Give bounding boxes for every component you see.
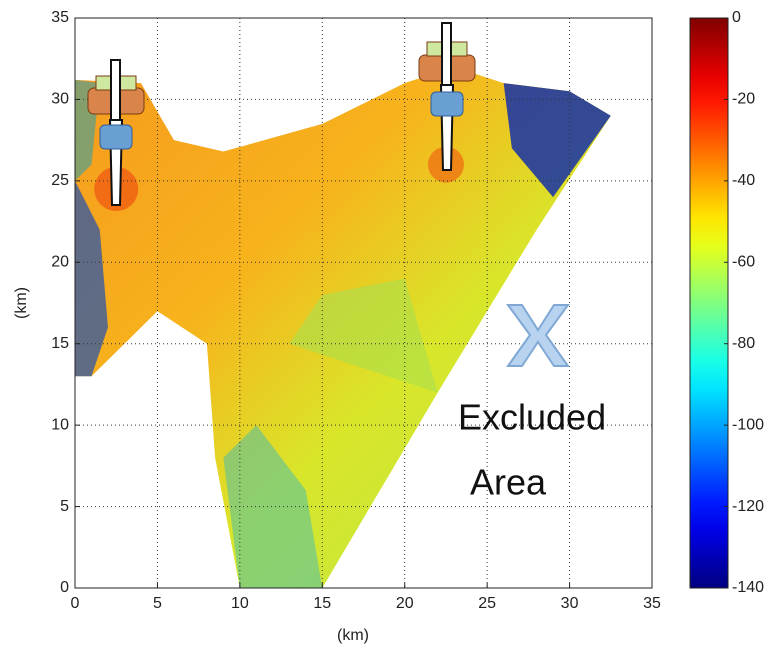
y-tick-label: 30 bbox=[51, 91, 69, 108]
chart: Excluded Area (km) (km) 0 5 10 15 20 25 30 35 0 5… bbox=[0, 0, 779, 654]
colorbar-tick-label: -100 bbox=[732, 416, 764, 433]
x-tick-label: 0 bbox=[71, 595, 80, 612]
x-tick-label: 30 bbox=[561, 595, 579, 612]
colorbar-tick-label: -60 bbox=[732, 254, 755, 271]
y-tick-label: 25 bbox=[51, 172, 69, 189]
colorbar-tick-label: -20 bbox=[732, 91, 755, 108]
colorbar-tick-label: -40 bbox=[732, 172, 755, 189]
annotation: Area bbox=[470, 462, 547, 503]
colorbar-tick-label: 0 bbox=[732, 9, 741, 26]
y-axis-label: (km) bbox=[13, 287, 30, 319]
colorbar-tick-label: -140 bbox=[732, 579, 764, 596]
x-tick-label: 20 bbox=[396, 595, 414, 612]
y-tick-label: 35 bbox=[51, 9, 69, 26]
annotation: Excluded bbox=[458, 397, 606, 438]
y-tick-label: 20 bbox=[51, 254, 69, 271]
excluded-marker bbox=[508, 305, 568, 366]
x-tick-label: 15 bbox=[313, 595, 331, 612]
x-tick-label: 5 bbox=[153, 595, 162, 612]
x-tick-label: 10 bbox=[231, 595, 249, 612]
coverage-map bbox=[75, 18, 652, 588]
y-tick-label: 10 bbox=[51, 416, 69, 433]
x-tick-label: 35 bbox=[643, 595, 661, 612]
y-tick-label: 5 bbox=[60, 498, 69, 515]
colorbar bbox=[690, 18, 728, 588]
colorbar-tick-label: -120 bbox=[732, 498, 764, 515]
colorbar-tick-label: -80 bbox=[732, 335, 755, 352]
x-tick-label: 25 bbox=[478, 595, 496, 612]
y-tick-label: 15 bbox=[51, 335, 69, 352]
x-axis-label: (km) bbox=[337, 627, 369, 644]
y-tick-label: 0 bbox=[60, 579, 69, 596]
